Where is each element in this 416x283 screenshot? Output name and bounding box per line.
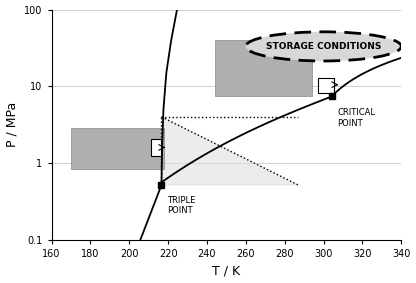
- Text: CRITICAL
POINT: CRITICAL POINT: [337, 108, 376, 128]
- Bar: [318, 78, 334, 93]
- Ellipse shape: [246, 32, 401, 61]
- Bar: [71, 128, 164, 169]
- Text: TRIPLE
POINT: TRIPLE POINT: [167, 196, 196, 215]
- Bar: [151, 139, 161, 156]
- Polygon shape: [161, 117, 298, 185]
- X-axis label: T / K: T / K: [212, 264, 240, 277]
- Bar: [215, 40, 312, 96]
- Y-axis label: P / MPa: P / MPa: [5, 102, 19, 147]
- Text: STORAGE CONDITIONS: STORAGE CONDITIONS: [266, 42, 381, 51]
